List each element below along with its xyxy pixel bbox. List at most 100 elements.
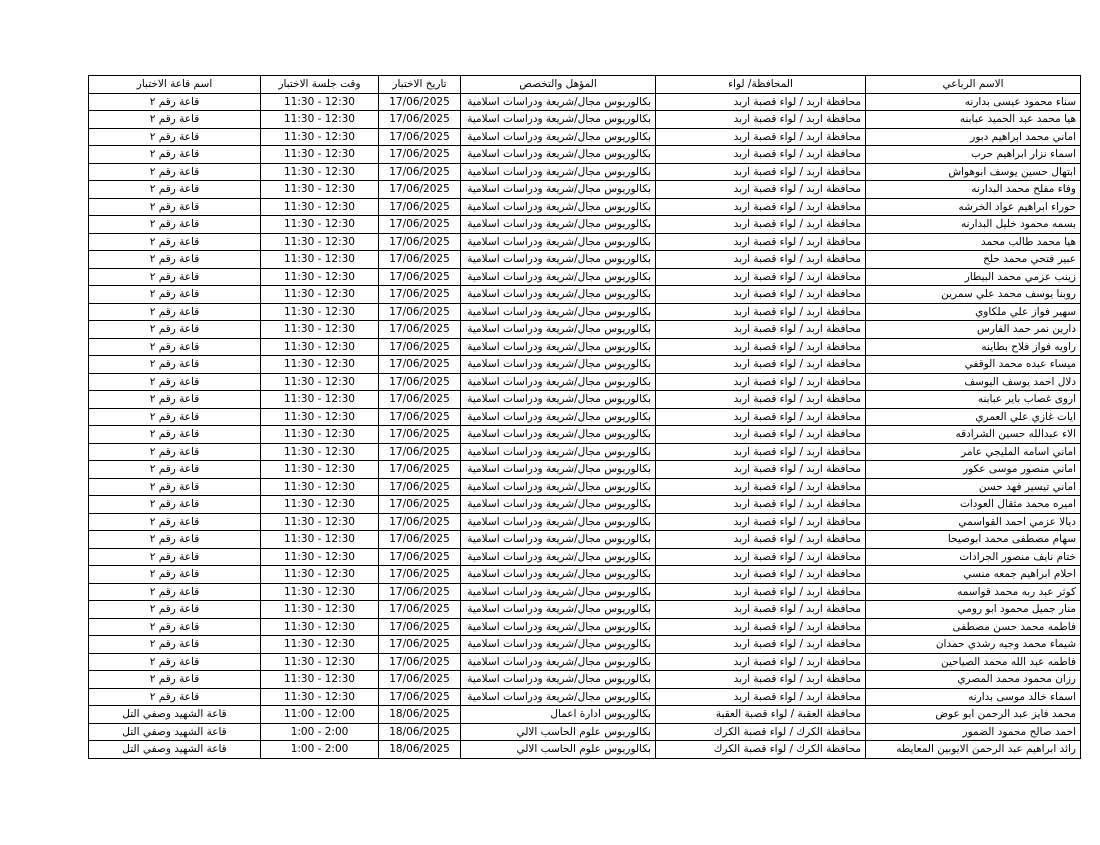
exam-time-cell: 11:30 - 12:30 bbox=[260, 127, 379, 146]
name-cell: محمد فايز عبد الرحمن ابو عوض bbox=[865, 705, 1081, 724]
table-row: وفاء مفلح محمد البدارنه محافظة اربد / لوا… bbox=[88, 180, 1081, 199]
qualification-cell: بكالوريوس مجال/شريعة ودراسات اسلامية bbox=[460, 372, 656, 391]
name-cell: ختام نايف منصور الجرادات bbox=[865, 547, 1081, 566]
table-row: عبير فتحي محمد حلح محافظة اربد / لواء قصب… bbox=[88, 250, 1081, 269]
qualification-cell: بكالوريوس مجال/شريعة ودراسات اسلامية bbox=[460, 652, 656, 671]
name-cell: سهير فواز علي ملكاوي bbox=[865, 302, 1081, 321]
exam-date-cell: 17/06/2025 bbox=[378, 565, 461, 584]
name-cell: اماني منصور موسى عكور bbox=[865, 460, 1081, 479]
exam-date-cell: 17/06/2025 bbox=[378, 670, 461, 689]
exam-hall-cell: قاعة رقم ٢ bbox=[88, 600, 261, 619]
qualification-cell: بكالوريوس مجال/شريعة ودراسات اسلامية bbox=[460, 670, 656, 689]
qualification-cell: بكالوريوس مجال/شريعة ودراسات اسلامية bbox=[460, 477, 656, 496]
name-cell: الاء عبدالله حسين الشرادقه bbox=[865, 425, 1081, 444]
column-header: المحافظة/ لواء bbox=[655, 75, 866, 94]
qualification-cell: بكالوريوس مجال/شريعة ودراسات اسلامية bbox=[460, 390, 656, 409]
exam-date-cell: 17/06/2025 bbox=[378, 267, 461, 286]
exam-date-cell: 17/06/2025 bbox=[378, 582, 461, 601]
exam-time-cell: 11:00 - 12:00 bbox=[260, 705, 379, 724]
exam-hall-cell: قاعة رقم ٢ bbox=[88, 652, 261, 671]
governorate-cell: محافظة اربد / لواء قصبة اربد bbox=[655, 162, 866, 181]
qualification-cell: بكالوريوس مجال/شريعة ودراسات اسلامية bbox=[460, 547, 656, 566]
exam-time-cell: 11:30 - 12:30 bbox=[260, 110, 379, 129]
governorate-cell: محافظة اربد / لواء قصبة اربد bbox=[655, 670, 866, 689]
governorate-cell: محافظة اربد / لواء قصبة اربد bbox=[655, 232, 866, 251]
table-row: سهام مصطفى محمد ابوصيحا محافظة اربد / لوا… bbox=[88, 530, 1081, 549]
exam-time-cell: 11:30 - 12:30 bbox=[260, 425, 379, 444]
exam-time-cell: 1:00 - 2:00 bbox=[260, 722, 379, 741]
exam-date-cell: 18/06/2025 bbox=[378, 740, 461, 759]
governorate-cell: محافظة اربد / لواء قصبة اربد bbox=[655, 320, 866, 339]
exam-date-cell: 17/06/2025 bbox=[378, 530, 461, 549]
exam-time-cell: 11:30 - 12:30 bbox=[260, 635, 379, 654]
name-cell: اميره محمد مثقال العودات bbox=[865, 495, 1081, 514]
exam-date-cell: 17/06/2025 bbox=[378, 337, 461, 356]
column-header: وقت جلسة الاختبار bbox=[260, 75, 379, 94]
exam-date-cell: 17/06/2025 bbox=[378, 180, 461, 199]
exam-hall-cell: قاعة رقم ٢ bbox=[88, 197, 261, 216]
governorate-cell: محافظة اربد / لواء قصبة اربد bbox=[655, 337, 866, 356]
exam-time-cell: 11:30 - 12:30 bbox=[260, 285, 379, 304]
governorate-cell: محافظة اربد / لواء قصبة اربد bbox=[655, 512, 866, 531]
governorate-cell: محافظة اربد / لواء قصبة اربد bbox=[655, 215, 866, 234]
exam-date-cell: 17/06/2025 bbox=[378, 635, 461, 654]
name-cell: ايات غازي علي العمري bbox=[865, 407, 1081, 426]
qualification-cell: بكالوريوس مجال/شريعة ودراسات اسلامية bbox=[460, 460, 656, 479]
exam-time-cell: 11:30 - 12:30 bbox=[260, 652, 379, 671]
name-cell: حوراء ابراهيم عواد الخرشه bbox=[865, 197, 1081, 216]
exam-hall-cell: قاعة رقم ٢ bbox=[88, 162, 261, 181]
exam-time-cell: 11:30 - 12:30 bbox=[260, 372, 379, 391]
exam-hall-cell: قاعة رقم ٢ bbox=[88, 285, 261, 304]
exam-hall-cell: قاعة رقم ٢ bbox=[88, 355, 261, 374]
governorate-cell: محافظة اربد / لواء قصبة اربد bbox=[655, 687, 866, 706]
name-cell: زينب عزمي محمد البيطار bbox=[865, 267, 1081, 286]
table-row: زينب عزمي محمد البيطار محافظة اربد / لواء… bbox=[88, 267, 1081, 286]
exam-date-cell: 17/06/2025 bbox=[378, 652, 461, 671]
exam-date-cell: 17/06/2025 bbox=[378, 407, 461, 426]
exam-hall-cell: قاعة رقم ٢ bbox=[88, 512, 261, 531]
table-row: حوراء ابراهيم عواد الخرشه محافظة اربد / ل… bbox=[88, 197, 1081, 216]
table-row: اماني محمد ابراهيم دبور محافظة اربد / لوا… bbox=[88, 127, 1081, 146]
exam-date-cell: 17/06/2025 bbox=[378, 495, 461, 514]
exam-hall-cell: قاعة رقم ٢ bbox=[88, 302, 261, 321]
governorate-cell: محافظة اربد / لواء قصبة اربد bbox=[655, 635, 866, 654]
name-cell: ديالا عزمي احمد القواسمي bbox=[865, 512, 1081, 531]
name-cell: اسماء خالد موسى بدارنه bbox=[865, 687, 1081, 706]
exam-date-cell: 17/06/2025 bbox=[378, 390, 461, 409]
table-row: فاطمه محمد حسن مصطفى محافظة اربد / لواء ق… bbox=[88, 617, 1081, 636]
governorate-cell: محافظة اربد / لواء قصبة اربد bbox=[655, 110, 866, 129]
qualification-cell: بكالوريوس مجال/شريعة ودراسات اسلامية bbox=[460, 582, 656, 601]
table-row: اسماء نزار ابراهيم حرب محافظة اربد / لواء… bbox=[88, 145, 1081, 164]
qualification-cell: بكالوريوس مجال/شريعة ودراسات اسلامية bbox=[460, 687, 656, 706]
name-cell: فاطمه محمد حسن مصطفى bbox=[865, 617, 1081, 636]
exam-time-cell: 11:30 - 12:30 bbox=[260, 477, 379, 496]
exam-time-cell: 11:30 - 12:30 bbox=[260, 617, 379, 636]
governorate-cell: محافظة اربد / لواء قصبة اربد bbox=[655, 372, 866, 391]
exam-hall-cell: قاعة رقم ٢ bbox=[88, 250, 261, 269]
name-cell: اسماء نزار ابراهيم حرب bbox=[865, 145, 1081, 164]
name-cell: سهام مصطفى محمد ابوصيحا bbox=[865, 530, 1081, 549]
exam-date-cell: 17/06/2025 bbox=[378, 92, 461, 111]
exam-date-cell: 17/06/2025 bbox=[378, 162, 461, 181]
exam-hall-cell: قاعة الشهيد وصفي التل bbox=[88, 705, 261, 724]
exam-time-cell: 11:30 - 12:30 bbox=[260, 547, 379, 566]
exam-hall-cell: قاعة رقم ٢ bbox=[88, 145, 261, 164]
table-row: هيا محمد طالب محمد محافظة اربد / لواء قصب… bbox=[88, 232, 1081, 251]
column-header: اسم قاعة الاختبار bbox=[88, 75, 261, 94]
column-header: المؤهل والتخصص bbox=[460, 75, 656, 94]
qualification-cell: بكالوريوس مجال/شريعة ودراسات اسلامية bbox=[460, 180, 656, 199]
name-cell: اماني اسامه المليجي عامر bbox=[865, 442, 1081, 461]
governorate-cell: محافظة اربد / لواء قصبة اربد bbox=[655, 390, 866, 409]
exam-time-cell: 11:30 - 12:30 bbox=[260, 267, 379, 286]
exam-date-cell: 18/06/2025 bbox=[378, 705, 461, 724]
qualification-cell: بكالوريوس مجال/شريعة ودراسات اسلامية bbox=[460, 617, 656, 636]
name-cell: بسمه محمود خليل البدارنه bbox=[865, 215, 1081, 234]
exam-date-cell: 17/06/2025 bbox=[378, 145, 461, 164]
governorate-cell: محافظة اربد / لواء قصبة اربد bbox=[655, 565, 866, 584]
governorate-cell: محافظة اربد / لواء قصبة اربد bbox=[655, 617, 866, 636]
exam-hall-cell: قاعة رقم ٢ bbox=[88, 565, 261, 584]
exam-hall-cell: قاعة رقم ٢ bbox=[88, 390, 261, 409]
exam-date-cell: 17/06/2025 bbox=[378, 547, 461, 566]
exam-date-cell: 17/06/2025 bbox=[378, 355, 461, 374]
exam-time-cell: 11:30 - 12:30 bbox=[260, 337, 379, 356]
